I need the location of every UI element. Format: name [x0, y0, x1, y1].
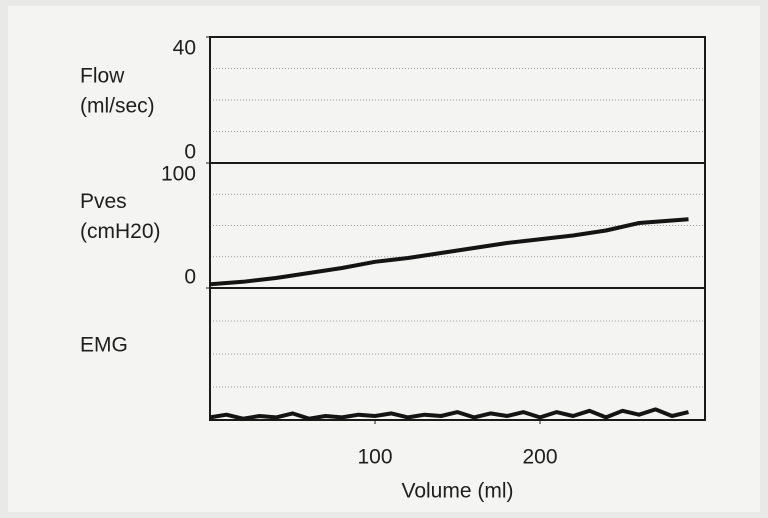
y-tick-label: 0 — [184, 141, 196, 164]
y-axis-label: (ml/sec) — [80, 95, 155, 118]
data-line — [209, 217, 689, 287]
y-tick-label: 0 — [184, 266, 196, 289]
y-axis-label: EMG — [80, 334, 128, 357]
y-axis-label: Flow — [80, 65, 125, 88]
data-line — [209, 407, 689, 421]
y-tick-label: 100 — [161, 163, 196, 186]
panel-frame — [209, 287, 706, 421]
x-tick-label: 200 — [522, 446, 557, 469]
x-axis-label: Volume (ml) — [401, 480, 513, 503]
x-tick-label: 100 — [357, 446, 392, 469]
y-tick-label: 40 — [173, 37, 196, 60]
y-axis-label: Pves — [80, 190, 127, 213]
y-axis-label: (cmH20) — [80, 220, 161, 243]
